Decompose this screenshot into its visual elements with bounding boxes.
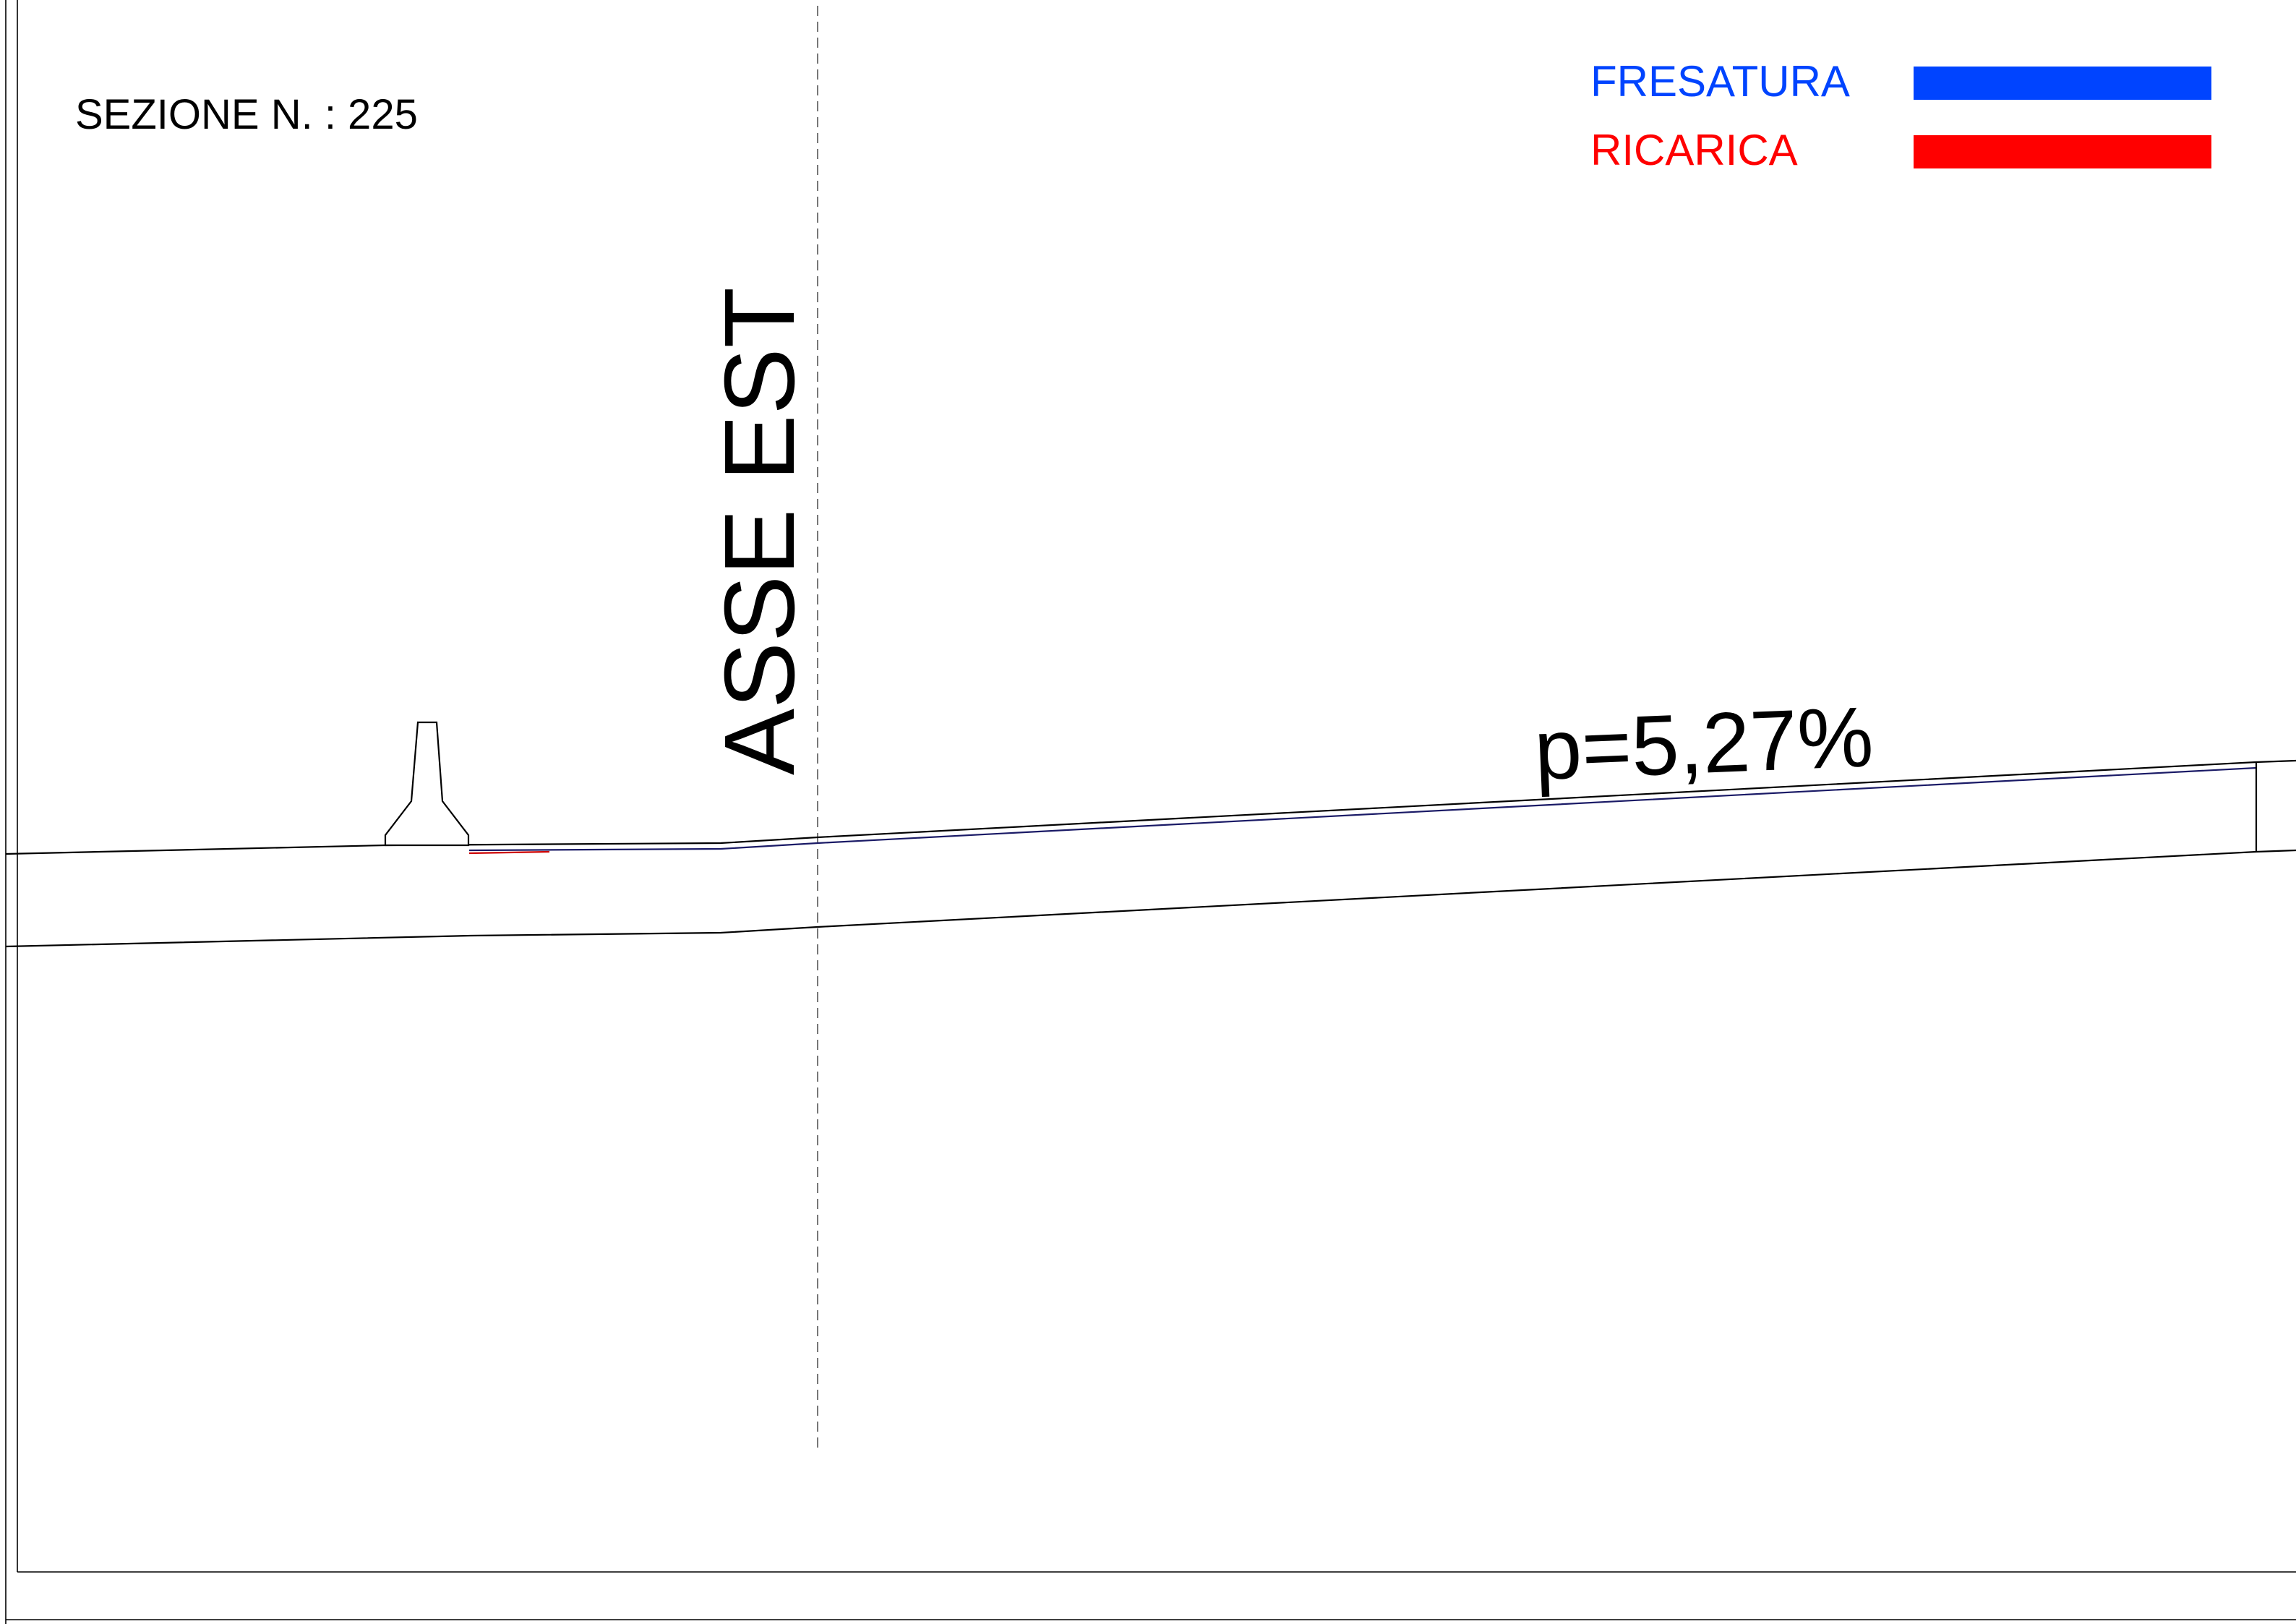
ground-line-left <box>5 844 386 855</box>
layer-bottom-line <box>5 850 2257 948</box>
existing-surface-line <box>385 761 2257 847</box>
section-title: SEZIONE N. : 225 <box>75 91 418 138</box>
axis-label: ASSE EST <box>704 287 815 775</box>
legend-label-ricarica: RICARICA <box>1590 126 1798 174</box>
legend: FRESATURA RICARICA <box>1590 57 2211 174</box>
legend-swatch-fresatura <box>1914 67 2211 100</box>
legend-label-fresatura: FRESATURA <box>1590 57 1850 106</box>
slope-label: p=5,27% <box>1533 689 1875 798</box>
recharge-line <box>468 850 550 855</box>
road-section <box>5 759 2296 948</box>
right-extension-bottom <box>2256 849 2296 853</box>
milling-line <box>468 766 2257 852</box>
jersey-barrier <box>384 721 470 847</box>
right-extension-top <box>2256 759 2296 764</box>
sheet-frame <box>5 0 2296 1624</box>
legend-swatch-ricarica <box>1914 135 2211 168</box>
